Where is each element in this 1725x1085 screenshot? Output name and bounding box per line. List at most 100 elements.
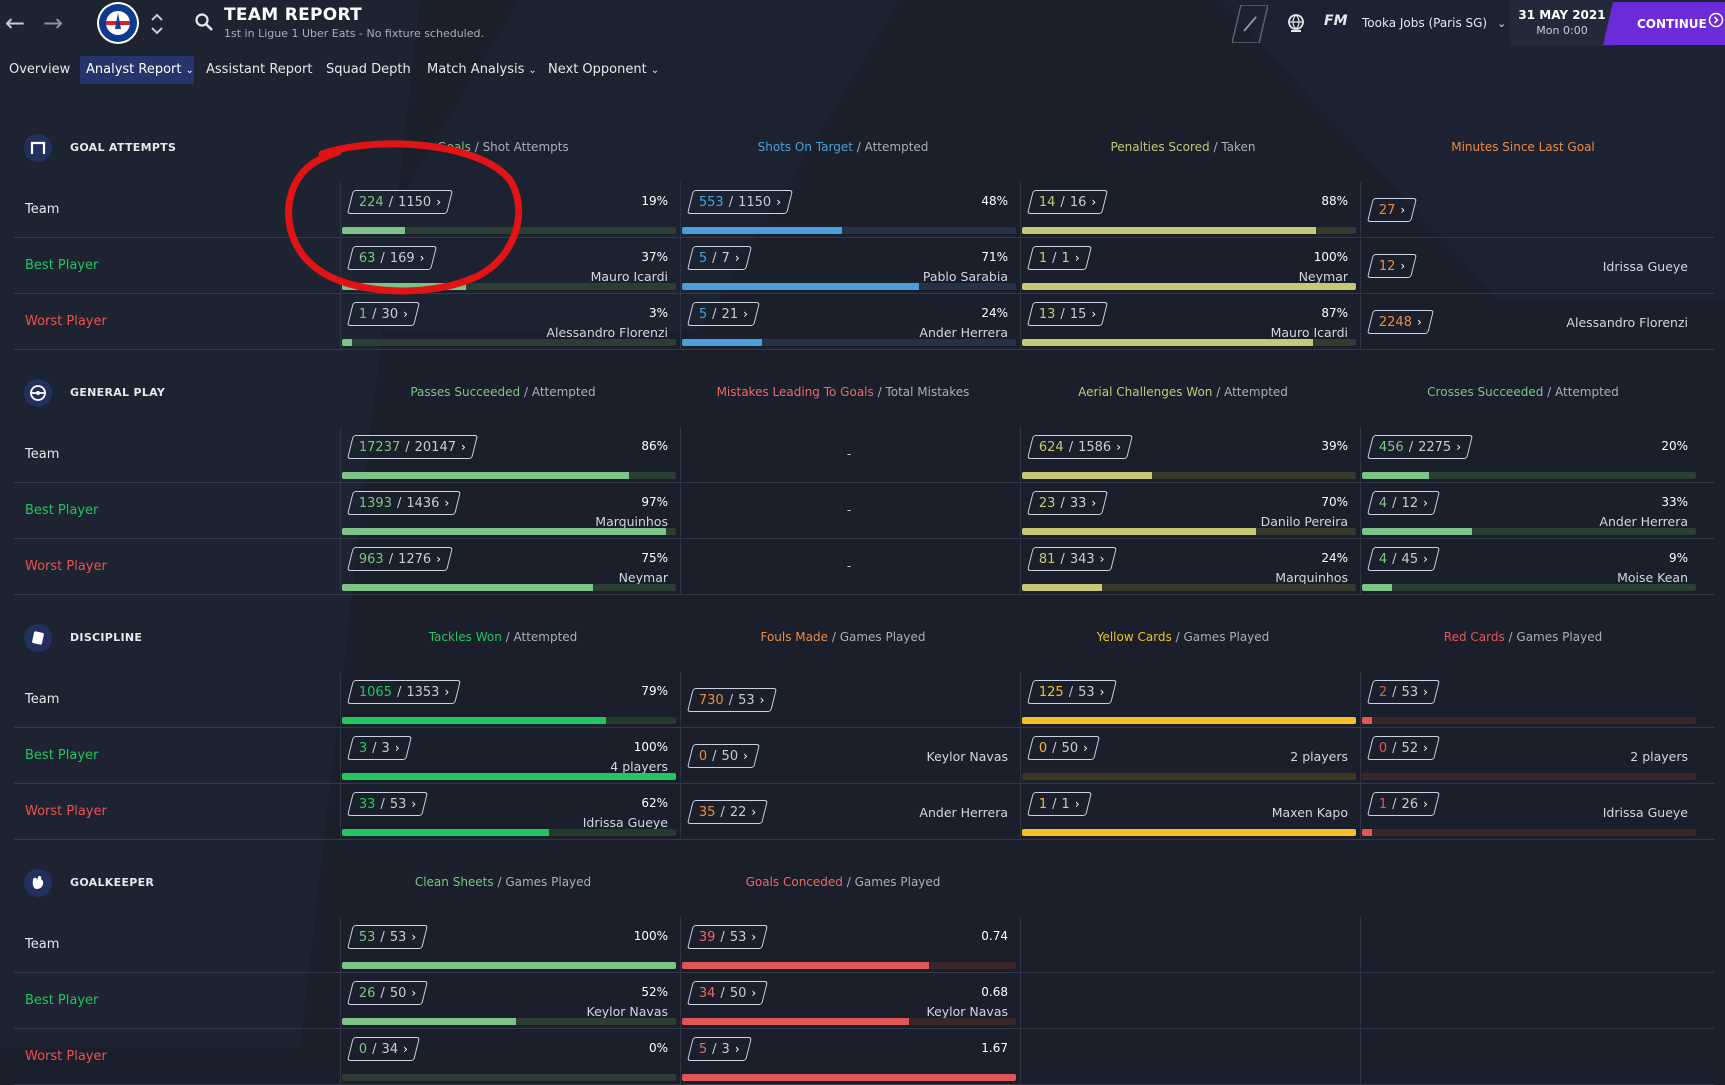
stat-value-button[interactable]: 26 / 50 › <box>347 981 429 1005</box>
stat-value-button[interactable]: 13 / 15 › <box>1027 302 1109 326</box>
stat-cell: 0 / 50 › Keylor Navas <box>680 728 1018 784</box>
column-key-label: Mistakes Leading To Goals <box>716 385 874 399</box>
stat-numerator: 624 <box>1038 440 1064 455</box>
stat-value-button[interactable]: 553 / 1150 › <box>687 190 794 214</box>
table-row: Best Player 3 / 3 › 100% 4 players 0 / 50 › Keylor … <box>14 728 1714 784</box>
stat-value-button[interactable]: 14 / 16 › <box>1027 190 1109 214</box>
stat-value-button[interactable]: 5 / 3 › <box>687 1037 752 1061</box>
row-label: Best Player <box>25 258 99 273</box>
stat-cell: 14 / 16 › 88% <box>1020 182 1358 238</box>
stat-value-button[interactable]: 27 › <box>1367 198 1418 222</box>
column-key-label: Crosses Succeeded <box>1427 385 1544 399</box>
stat-slash: / <box>1068 440 1074 455</box>
back-arrow-icon[interactable]: ← <box>4 9 26 37</box>
stat-cell: 1 / 26 › Idrissa Gueye <box>1360 784 1698 840</box>
stat-value-button[interactable]: 963 / 1276 › <box>347 547 454 571</box>
player-name: 4 players <box>610 759 668 774</box>
stat-percentage: 100% <box>633 740 668 754</box>
stat-value-button[interactable]: 730 / 53 › <box>687 688 777 712</box>
stat-value-button[interactable]: 4 / 12 › <box>1367 491 1441 515</box>
stat-percentage: 0% <box>648 1041 668 1055</box>
forward-arrow-icon[interactable]: → <box>42 9 64 37</box>
column-rest-label: Games Played <box>1183 630 1270 644</box>
stat-value-button[interactable]: 53 / 53 › <box>347 925 429 949</box>
row-label: Team <box>25 937 60 952</box>
stat-value-button[interactable]: 5 / 21 › <box>687 302 761 326</box>
stat-value-button[interactable]: 5 / 7 › <box>687 246 752 270</box>
stat-value-button[interactable]: 23 / 33 › <box>1027 491 1109 515</box>
stat-value-button[interactable]: 2 / 53 › <box>1367 680 1441 704</box>
stat-value-button[interactable]: 17237 / 20147 › <box>347 435 478 459</box>
tab-overview[interactable]: Overview <box>3 56 76 84</box>
manager-name: Tooka Jobs (Paris SG) <box>1362 16 1488 30</box>
stat-value-button[interactable]: 35 / 22 › <box>687 800 769 824</box>
stat-slash: / <box>380 797 385 812</box>
stat-value-button[interactable]: 39 / 53 › <box>687 925 769 949</box>
club-crest-icon[interactable] <box>96 1 140 45</box>
globe-icon[interactable] <box>1285 12 1307 34</box>
tab-analyst-report[interactable]: Analyst Report ⌄ <box>80 56 194 84</box>
stat-percentage: 9% <box>1668 551 1688 565</box>
column-header: Crosses Succeeded / Attempted <box>1354 385 1692 399</box>
stat-value-button[interactable]: 81 / 343 › <box>1027 547 1117 571</box>
stat-value-button[interactable]: 0 / 50 › <box>1027 736 1101 760</box>
column-separator: / <box>828 630 840 644</box>
stat-slash: / <box>720 930 725 945</box>
search-icon[interactable] <box>194 12 214 32</box>
stat-value-button[interactable]: 1 / 30 › <box>347 302 421 326</box>
stat-value-button[interactable]: 125 / 53 › <box>1027 680 1117 704</box>
stat-numerator: 125 <box>1038 685 1064 700</box>
stat-value-button[interactable]: 624 / 1586 › <box>1027 435 1134 459</box>
stat-value: 1 / 1 › <box>1039 248 1080 269</box>
stat-value-button[interactable]: 1 / 26 › <box>1367 792 1441 816</box>
manager-selector[interactable]: Tooka Jobs (Paris SG) ⌄ <box>1362 16 1506 30</box>
stat-value-button[interactable]: 33 / 53 › <box>347 792 429 816</box>
stat-value-button[interactable]: 3 / 3 › <box>347 736 412 760</box>
stat-value-button[interactable]: 12 › <box>1367 254 1418 278</box>
progress-bar <box>682 227 1016 234</box>
stat-numerator: 963 <box>358 552 384 567</box>
tab-match-analysis[interactable]: Match Analysis ⌄ <box>421 56 543 84</box>
stat-value-button[interactable]: 1393 / 1436 › <box>347 491 462 515</box>
section-header: DISCIPLINE Tackles Won / Attempted Fouls M… <box>0 590 1725 672</box>
table-row: Worst Player 0 / 34 › 0% 5 / 3 › 1.67 <box>14 1029 1714 1085</box>
stat-value-button[interactable]: 1 / 1 › <box>1027 792 1092 816</box>
stat-value-button[interactable]: 0 / 52 › <box>1367 736 1441 760</box>
chevron-right-icon: › <box>1423 741 1428 755</box>
stat-slash: / <box>712 307 717 322</box>
stat-denominator: 53 <box>729 930 747 945</box>
stat-value-button[interactable]: 0 / 34 › <box>347 1037 421 1061</box>
stat-cell: 63/169 › 37% Mauro Icardi <box>340 238 678 294</box>
stat-value-button[interactable]: 4 / 45 › <box>1367 547 1441 571</box>
stat-cell: 5 / 3 › 1.67 <box>680 1029 1018 1085</box>
stat-value-button[interactable]: 34 / 50 › <box>687 981 769 1005</box>
card-icon <box>24 624 52 652</box>
column-key-label: Yellow Cards <box>1096 630 1172 644</box>
tab-assistant-report[interactable]: Assistant Report <box>200 56 318 84</box>
progress-bar <box>1022 472 1356 479</box>
progress-fill <box>682 339 763 346</box>
stat-value-button[interactable]: 0 / 50 › <box>687 744 761 768</box>
stat-value: 456 / 2275 › <box>1379 437 1461 458</box>
player-name: Mauro Icardi <box>1270 325 1348 340</box>
edit-icon[interactable] <box>1232 5 1268 43</box>
player-name: Maxen Kapo <box>1271 805 1348 820</box>
stat-value-button[interactable]: 1065 / 1353 › <box>347 680 462 704</box>
row-divider <box>14 538 1714 539</box>
stat-value-button[interactable]: 456 / 2275 › <box>1367 435 1474 459</box>
stat-denominator: 16 <box>1069 195 1087 210</box>
column-divider <box>1360 539 1361 595</box>
stat-cell: 1393 / 1436 › 97% Marquinhos <box>340 483 678 539</box>
stat-slash: / <box>405 440 410 455</box>
continue-button[interactable]: CONTINUE <box>1603 2 1725 45</box>
column-header: Mistakes Leading To Goals / Total Mistak… <box>674 385 1012 399</box>
stat-value-button[interactable]: 2248 › <box>1367 310 1434 334</box>
column-divider <box>340 182 341 238</box>
tab-next-opponent[interactable]: Next Opponent ⌄ <box>542 56 665 84</box>
stat-cell: 3 / 3 › 100% 4 players <box>340 728 678 784</box>
stat-cell: 81 / 343 › 24% Marquinhos <box>1020 539 1358 595</box>
reorder-chevrons-icon[interactable] <box>150 10 164 38</box>
tab-squad-depth[interactable]: Squad Depth <box>320 56 417 84</box>
column-divider <box>340 917 341 973</box>
stat-value-button[interactable]: 1 / 1 › <box>1027 246 1092 270</box>
